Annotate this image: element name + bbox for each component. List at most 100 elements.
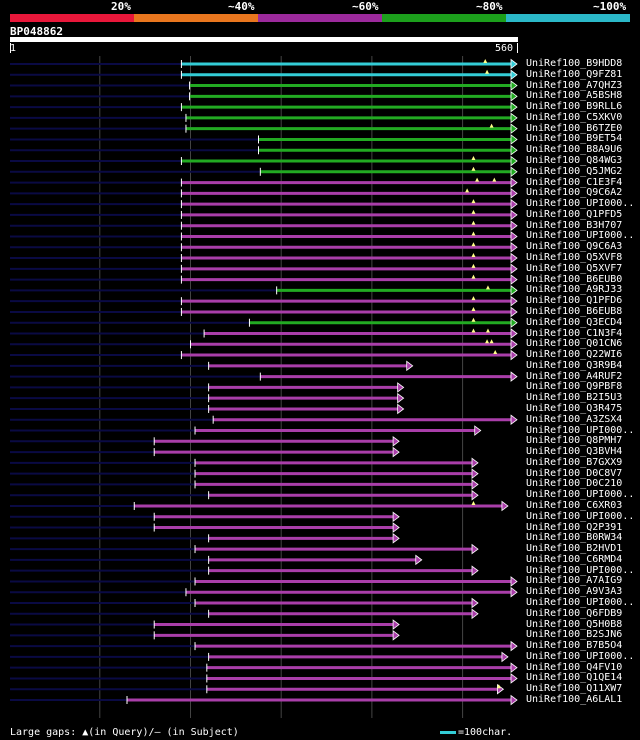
hit-row[interactable] — [10, 198, 518, 210]
hit-label[interactable]: UniRef100_UPI000.. — [526, 198, 635, 210]
hit-row[interactable] — [10, 651, 509, 663]
hit-row[interactable] — [10, 155, 518, 167]
hit-label[interactable]: UniRef100_Q22WI6 — [526, 349, 623, 361]
hit-row[interactable] — [10, 382, 405, 393]
hit-label[interactable]: UniRef100_Q5H0B8 — [526, 618, 623, 630]
hit-row[interactable] — [10, 91, 518, 102]
hit-label[interactable]: UniRef100_B9RLL6 — [526, 101, 623, 113]
hit-row[interactable] — [10, 166, 518, 178]
hit-row[interactable] — [10, 349, 518, 361]
hit-label[interactable]: UniRef100_Q5XVF7 — [526, 262, 623, 274]
hit-row[interactable] — [10, 220, 518, 231]
hit-row[interactable] — [10, 511, 400, 523]
hit-label[interactable]: UniRef100_Q9PBF8 — [526, 381, 623, 393]
hit-row[interactable] — [10, 328, 518, 339]
hit-label[interactable]: UniRef100_UPI000.. — [526, 489, 635, 501]
hit-row[interactable] — [10, 533, 400, 544]
hit-label[interactable]: UniRef100_B6EUB0 — [526, 273, 623, 285]
hit-row[interactable] — [10, 694, 518, 706]
hit-label[interactable]: UniRef100_Q84WG3 — [526, 155, 623, 167]
hit-label[interactable]: UniRef100_Q2P391 — [526, 521, 623, 533]
hit-label[interactable]: UniRef100_A9V3A3 — [526, 586, 623, 598]
hit-row[interactable] — [10, 101, 518, 113]
hit-row[interactable] — [10, 673, 518, 684]
hit-row[interactable] — [10, 338, 518, 350]
hit-label[interactable]: UniRef100_Q01CN6 — [526, 338, 623, 350]
hit-row[interactable] — [10, 586, 518, 598]
hit-label[interactable]: UniRef100_A3ZSX4 — [526, 413, 623, 425]
hit-label[interactable]: UniRef100_Q6FDB9 — [526, 607, 623, 619]
hit-row[interactable] — [10, 683, 505, 695]
hit-label[interactable]: UniRef100_C6RMD4 — [526, 553, 623, 565]
hit-row[interactable] — [10, 414, 518, 426]
hit-row[interactable] — [10, 425, 482, 436]
hit-label[interactable]: UniRef100_Q1PFD6 — [526, 295, 623, 307]
hit-label[interactable]: UniRef100_B9ET54 — [526, 133, 623, 145]
hit-row[interactable] — [10, 576, 518, 587]
hit-label[interactable]: UniRef100_UPI000.. — [526, 510, 635, 522]
hit-label[interactable]: UniRef100_D0C210 — [526, 478, 623, 490]
hit-row[interactable] — [10, 263, 518, 275]
hit-row[interactable] — [10, 597, 479, 609]
hit-row[interactable] — [10, 360, 414, 372]
hit-label[interactable]: UniRef100_Q8PMH7 — [526, 435, 623, 447]
hit-row[interactable] — [10, 554, 423, 566]
hit-row[interactable] — [10, 295, 518, 307]
hit-row[interactable] — [10, 489, 479, 501]
hit-row[interactable] — [10, 134, 518, 145]
hit-row[interactable] — [10, 500, 509, 512]
hit-row[interactable] — [10, 188, 518, 199]
hit-label[interactable]: UniRef100_B2HVD1 — [526, 543, 623, 555]
hit-row[interactable] — [10, 468, 479, 479]
hit-label[interactable]: UniRef100_B7B5O4 — [526, 640, 623, 652]
hit-row[interactable] — [10, 177, 518, 188]
hit-row[interactable] — [10, 317, 518, 329]
hit-label[interactable]: UniRef100_Q9C6A3 — [526, 241, 623, 253]
hit-label[interactable]: UniRef100_Q5JMG2 — [526, 165, 623, 177]
hit-row[interactable] — [10, 435, 400, 447]
hit-label[interactable]: UniRef100_A7AIG9 — [526, 575, 623, 587]
hit-row[interactable] — [10, 231, 518, 242]
hit-label[interactable]: UniRef100_UPI000.. — [526, 424, 635, 436]
hit-label[interactable]: UniRef100_A5BSH8 — [526, 90, 623, 102]
hit-label[interactable]: UniRef100_Q11XW7 — [526, 683, 623, 695]
hit-label[interactable]: UniRef100_UPI000.. — [526, 597, 635, 608]
hit-label[interactable]: UniRef100_A6LAL1 — [526, 694, 623, 706]
hit-label[interactable]: UniRef100_A7QHZ3 — [526, 79, 623, 91]
hit-row[interactable] — [10, 285, 518, 296]
hit-row[interactable] — [10, 252, 518, 264]
hit-row[interactable] — [10, 144, 518, 156]
hit-label[interactable]: UniRef100_Q1QE14 — [526, 672, 623, 684]
hit-row[interactable] — [10, 479, 479, 490]
hit-row[interactable] — [10, 80, 518, 91]
hit-row[interactable] — [10, 371, 518, 382]
hit-row[interactable] — [10, 640, 518, 652]
hit-row[interactable] — [10, 274, 518, 285]
hit-row[interactable] — [10, 565, 479, 576]
hit-label[interactable]: UniRef100_Q1PFD5 — [526, 208, 623, 220]
hit-row[interactable] — [10, 306, 518, 318]
hit-row[interactable] — [10, 69, 518, 81]
hit-row[interactable] — [10, 58, 518, 70]
hit-label[interactable]: UniRef100_C1E3F4 — [526, 176, 623, 188]
hit-label[interactable]: UniRef100_Q4FV10 — [526, 661, 623, 673]
hit-label[interactable]: UniRef100_B8A9U6 — [526, 144, 623, 156]
hit-label[interactable]: UniRef100_Q3R475 — [526, 402, 623, 414]
hit-label[interactable]: UniRef100_UPI000.. — [526, 564, 635, 576]
hit-label[interactable]: UniRef100_Q3R9B4 — [526, 359, 623, 371]
hit-label[interactable]: UniRef100_B2I5U3 — [526, 392, 623, 404]
hit-label[interactable]: UniRef100_B6EUB8 — [526, 305, 623, 317]
hit-label[interactable]: UniRef100_Q3BVH4 — [526, 446, 623, 458]
hit-label[interactable]: UniRef100_B3H707 — [526, 219, 623, 231]
hit-row[interactable] — [10, 446, 400, 458]
hit-label[interactable]: UniRef100_B7GXX9 — [526, 456, 623, 468]
hit-label[interactable]: UniRef100_D0C8V7 — [526, 467, 623, 479]
hit-row[interactable] — [10, 522, 400, 533]
hit-label[interactable]: UniRef100_UPI000.. — [526, 650, 635, 662]
hit-label[interactable]: UniRef100_Q5XVF8 — [526, 252, 623, 264]
hit-label[interactable]: UniRef100_Q3ECD4 — [526, 316, 623, 328]
hit-label[interactable]: UniRef100_Q9FZ81 — [526, 68, 623, 80]
hit-row[interactable] — [10, 457, 479, 469]
hit-label[interactable]: UniRef100_B9HDD8 — [526, 58, 623, 69]
hit-label[interactable]: UniRef100_C1N3F4 — [526, 327, 623, 339]
